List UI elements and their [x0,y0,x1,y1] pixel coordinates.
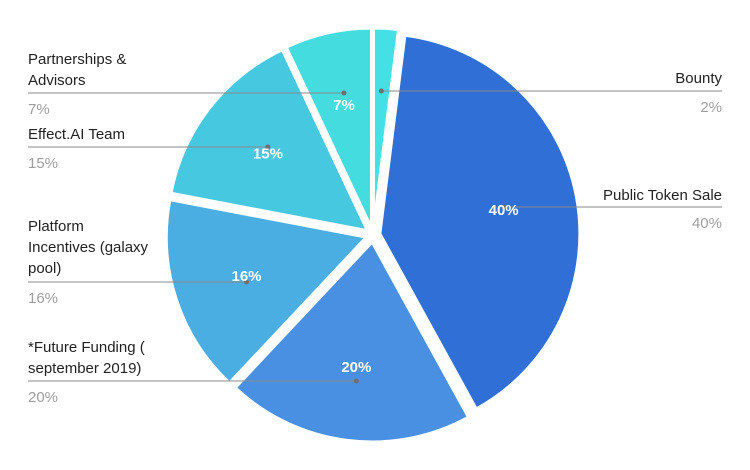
leader-dot-partnerships-advisors [341,90,347,96]
legend-label-public-token-sale: Public Token Sale [603,187,722,204]
pie-slice-partnerships-advisors [284,26,373,229]
leader-dot-future-funding-september-2019 [353,378,359,384]
legend-pct-platform-incentives-galaxy-pool: 16% [28,290,58,307]
slice-pct-label-future-funding-september-2019: 20% [341,359,371,376]
slice-pct-label-effect-ai-team: 15% [253,145,283,162]
slice-pct-label-public-token-sale: 40% [489,202,519,219]
legend-pct-effect-ai-team: 15% [28,155,58,172]
slice-pct-label-partnerships-advisors: 7% [333,97,355,114]
legend-label-platform-incentives-galaxy-pool: Incentives (galaxy [28,239,149,256]
pie-slice-bounty [371,26,401,229]
legend-label-platform-incentives-galaxy-pool: Platform [28,218,84,235]
legend-label-bounty: Bounty [675,70,722,87]
legend-label-partnerships-advisors: Advisors [28,72,86,89]
legend-pct-future-funding-september-2019: 20% [28,389,58,406]
leader-dot-effect-ai-team [265,144,271,150]
legend-label-future-funding-september-2019: september 2019) [28,360,141,377]
pie-slice-platform-incentives-galaxy-pool [164,197,370,386]
legend-pct-public-token-sale: 40% [692,215,722,232]
leader-dot-platform-incentives-galaxy-pool [244,279,250,285]
legend-label-effect-ai-team: Effect.AI Team [28,126,125,143]
leader-dot-bounty [378,88,384,94]
legend-pct-partnerships-advisors: 7% [28,101,50,118]
pie-slice-public-token-sale [378,33,582,411]
legend-label-platform-incentives-galaxy-pool: pool) [28,260,61,277]
legend-pct-bounty: 2% [700,99,722,116]
legend-label-future-funding-september-2019: *Future Funding ( [28,339,145,356]
legend-label-partnerships-advisors: Partnerships & [28,51,126,68]
slice-pct-label-platform-incentives-galaxy-pool: 16% [231,268,261,285]
pie-slice-effect-ai-team [169,47,371,233]
pie-slice-future-funding-september-2019 [233,239,471,444]
leader-dot-public-token-sale [501,204,507,210]
